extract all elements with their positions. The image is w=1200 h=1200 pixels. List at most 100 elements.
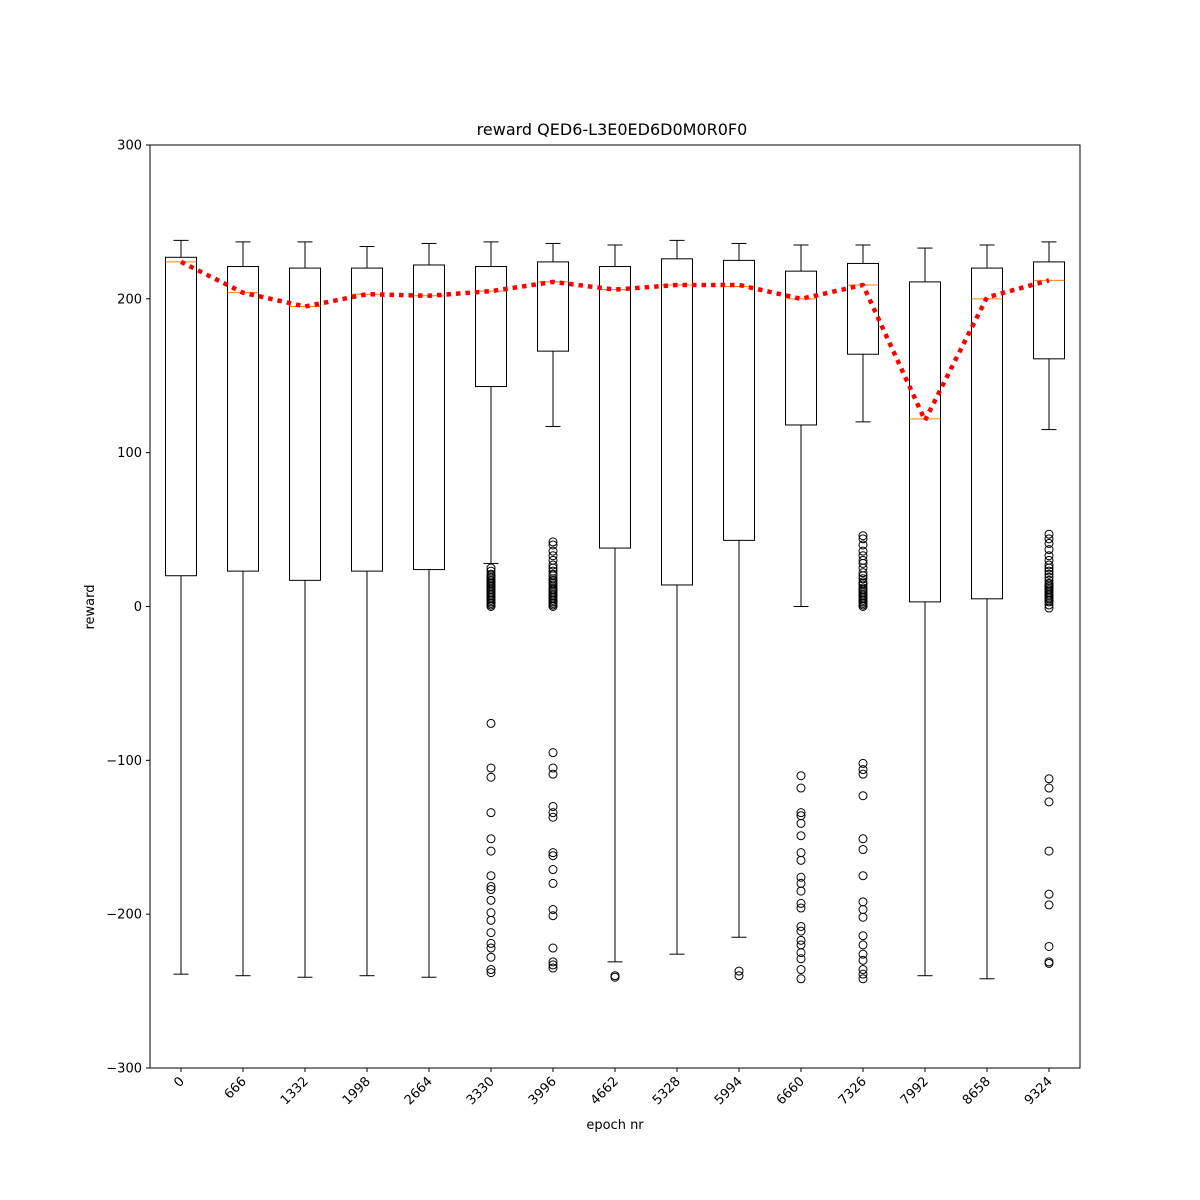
outlier-point	[486, 943, 496, 953]
outlier-point	[548, 551, 558, 561]
y-tick-label: −100	[106, 754, 142, 769]
outlier-point	[548, 546, 558, 556]
outlier-point	[858, 758, 868, 768]
iqr-box	[351, 267, 383, 572]
mean-trend-line	[179, 259, 1050, 423]
outlier-point	[858, 949, 868, 959]
outlier-point	[1044, 566, 1054, 576]
outlier-point	[858, 531, 868, 541]
outlier-point	[486, 846, 496, 856]
iqr-box	[723, 259, 755, 541]
outlier-point	[548, 560, 558, 570]
outlier-point	[858, 558, 868, 568]
iqr-box	[599, 266, 631, 549]
outlier-point	[1044, 600, 1054, 610]
plot-area	[165, 239, 1065, 984]
box-epoch-3996	[537, 242, 569, 973]
outlier-point	[1044, 846, 1054, 856]
chart-title: reward QED6-L3E0ED6D0M0R0F0	[477, 120, 748, 139]
box-epoch-1998	[351, 246, 383, 977]
outlier-point	[1044, 900, 1054, 910]
iqr-box	[785, 270, 817, 426]
outlier-point	[486, 885, 496, 895]
iqr-box	[227, 266, 259, 572]
outlier-point	[486, 763, 496, 773]
y-tick-label: 300	[117, 139, 142, 154]
outlier-point	[548, 748, 558, 758]
outlier-point	[548, 851, 558, 861]
iqr-box	[847, 262, 879, 355]
outlier-point	[486, 895, 496, 905]
outlier-point	[548, 911, 558, 921]
box-epoch-7992	[909, 247, 941, 977]
outlier-point	[858, 540, 868, 550]
outlier-point	[1044, 889, 1054, 899]
outlier-point	[858, 965, 868, 975]
outlier-point	[486, 968, 496, 978]
outlier-point	[796, 926, 806, 936]
outlier-point	[1044, 797, 1054, 807]
outlier-point	[858, 602, 868, 611]
outlier-point	[610, 972, 620, 982]
outlier-point	[1044, 538, 1054, 548]
outlier-point	[548, 537, 558, 547]
box-epoch-5328	[661, 239, 693, 955]
outlier-point	[1044, 597, 1054, 607]
outlier-point	[796, 783, 806, 793]
box-epoch-3330	[475, 241, 507, 978]
outlier-point	[1044, 534, 1054, 544]
y-tick-label: 0	[134, 600, 142, 615]
outlier-point	[796, 954, 806, 964]
outlier-point	[796, 965, 806, 975]
outlier-point	[1044, 551, 1054, 561]
box-epoch-0	[165, 239, 197, 975]
y-axis: −300 −200 −100 0 100 200 300	[106, 139, 150, 1077]
outlier-point	[858, 574, 868, 584]
outlier-point	[858, 974, 868, 984]
outlier-point	[486, 772, 496, 782]
outlier-point	[796, 808, 806, 818]
outlier-point	[734, 971, 744, 981]
box-epoch-1332	[289, 241, 321, 978]
outlier-point	[548, 963, 558, 973]
outlier-point	[858, 955, 868, 965]
outlier-point	[486, 928, 496, 938]
outlier-point	[548, 848, 558, 858]
outlier-point	[1044, 545, 1054, 555]
outlier-point	[548, 540, 558, 550]
outlier-point	[548, 763, 558, 773]
iqr-box	[475, 266, 507, 388]
outlier-point	[858, 931, 868, 941]
iqr-box	[165, 256, 197, 577]
outlier-point	[486, 718, 496, 728]
box-epoch-5994	[723, 242, 755, 981]
iqr-box	[661, 258, 693, 586]
outlier-point	[796, 935, 806, 945]
outlier-point	[486, 965, 496, 975]
outlier-point	[1044, 783, 1054, 793]
outlier-point	[858, 765, 868, 775]
iqr-box	[289, 267, 321, 581]
outlier-point	[548, 960, 558, 970]
box-epoch-666	[227, 241, 259, 977]
outlier-point	[796, 771, 806, 781]
iqr-box	[1033, 261, 1065, 360]
outlier-point	[1044, 774, 1054, 784]
outlier-point	[1044, 569, 1054, 579]
outlier-point	[858, 845, 868, 855]
y-tick-label: 200	[117, 292, 142, 307]
outlier-point	[858, 791, 868, 801]
outlier-point	[796, 886, 806, 896]
outlier-point	[858, 834, 868, 844]
outlier-point	[486, 952, 496, 962]
outlier-point	[1044, 941, 1054, 951]
y-tick-label: −200	[106, 908, 142, 923]
outlier-point	[1044, 529, 1054, 539]
outlier-point	[548, 878, 558, 888]
outlier-point	[548, 602, 558, 611]
outlier-point	[486, 915, 496, 925]
outlier-point	[486, 871, 496, 881]
box-epoch-2664	[413, 242, 445, 978]
x-axis-label: epoch nr	[586, 1118, 644, 1133]
